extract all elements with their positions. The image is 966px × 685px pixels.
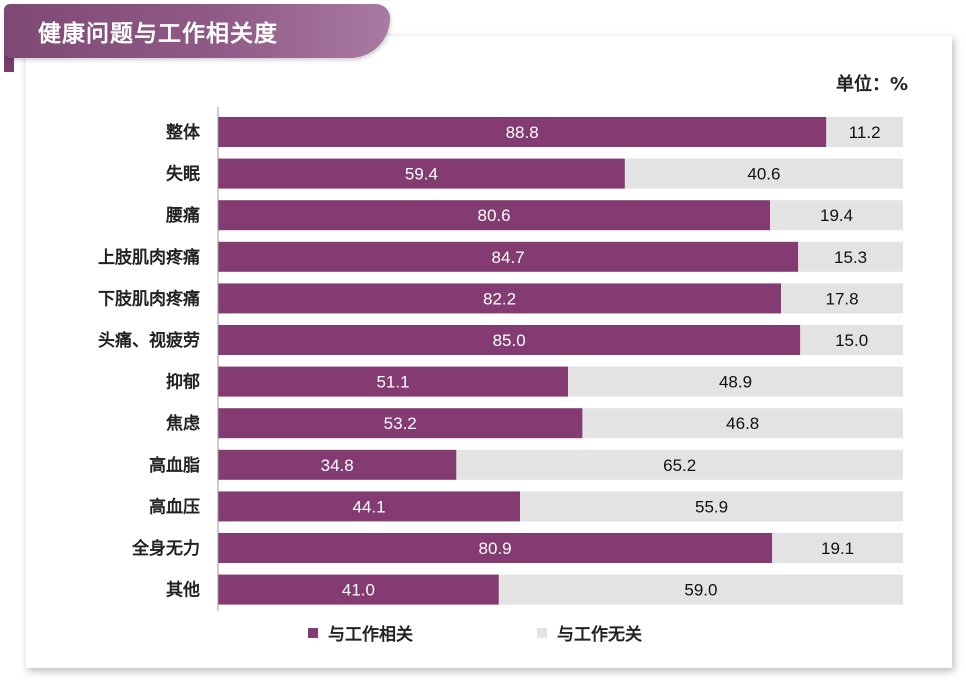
data-label-related: 51.1 — [376, 373, 409, 392]
data-label-related: 41.0 — [342, 581, 375, 600]
legend-swatch-unrelated — [537, 627, 547, 638]
bar-unrelated — [498, 574, 903, 605]
data-label-related: 85.0 — [493, 331, 526, 350]
bar-related — [218, 283, 782, 314]
legend-item-related: 与工作相关 — [308, 620, 413, 645]
data-label-related: 44.1 — [352, 497, 385, 516]
bar-related — [218, 491, 521, 522]
bar-unrelated — [624, 158, 903, 189]
data-label-unrelated: 19.4 — [820, 206, 853, 225]
data-label-unrelated: 15.3 — [834, 248, 867, 267]
data-label-unrelated: 40.6 — [747, 165, 780, 184]
data-label-related: 80.9 — [479, 539, 512, 558]
data-label-related: 82.2 — [483, 289, 516, 308]
category-label: 全身无力 — [131, 538, 200, 559]
bar-related — [218, 408, 583, 439]
data-label-related: 59.4 — [405, 165, 438, 184]
category-label: 其他 — [166, 580, 200, 601]
data-label-unrelated: 17.8 — [825, 289, 858, 308]
data-label-unrelated: 46.8 — [726, 414, 759, 433]
data-label-unrelated: 48.9 — [719, 373, 752, 392]
bar-unrelated — [781, 283, 903, 314]
bar-unrelated — [520, 491, 903, 522]
category-label: 上肢肌肉疼痛 — [98, 247, 200, 268]
unit-label: 单位：% — [835, 74, 908, 95]
legend: 与工作相关 与工作无关 — [0, 620, 966, 645]
bar-related — [218, 241, 799, 272]
bar-related — [218, 325, 801, 355]
data-label-related: 84.7 — [492, 248, 525, 267]
bar-related — [218, 200, 771, 231]
legend-label-related: 与工作相关 — [328, 625, 413, 645]
bar-related — [218, 574, 499, 605]
bar-unrelated — [568, 366, 903, 397]
data-label-unrelated: 15.0 — [835, 331, 868, 350]
data-label-related: 88.8 — [506, 123, 539, 142]
data-label-unrelated: 55.9 — [695, 497, 728, 516]
category-label: 焦虑 — [165, 413, 200, 434]
data-label-related: 80.6 — [478, 206, 511, 225]
bar-related — [218, 117, 827, 147]
data-label-unrelated: 11.2 — [849, 123, 881, 142]
data-label-unrelated: 59.0 — [684, 581, 717, 600]
bar-unrelated — [770, 200, 903, 231]
bar-related — [218, 158, 625, 189]
legend-swatch-related — [308, 627, 318, 638]
category-label: 失眠 — [166, 164, 200, 185]
legend-item-unrelated: 与工作无关 — [537, 620, 642, 645]
bar-unrelated — [582, 408, 903, 439]
data-label-unrelated: 65.2 — [663, 456, 696, 475]
bar-related — [218, 366, 569, 397]
title-banner: 健康问题与工作相关度 — [4, 4, 390, 58]
category-label: 整体 — [166, 122, 201, 143]
title-tab-foot — [4, 50, 14, 72]
bar-unrelated — [798, 241, 903, 272]
chart-title: 健康问题与工作相关度 — [38, 21, 278, 47]
category-label: 高血压 — [149, 496, 200, 517]
bar-unrelated — [800, 325, 903, 355]
category-label: 腰痛 — [166, 205, 200, 226]
bar-unrelated — [826, 117, 903, 147]
category-label: 高血脂 — [149, 455, 200, 476]
bar-unrelated — [456, 449, 903, 480]
data-label-related: 34.8 — [321, 456, 354, 475]
bar-unrelated — [772, 533, 903, 563]
data-label-unrelated: 19.1 — [821, 539, 854, 558]
bar-related — [218, 449, 457, 480]
category-label: 抑郁 — [166, 372, 200, 393]
data-label-related: 53.2 — [384, 414, 417, 433]
category-label: 头痛、视疲劳 — [98, 330, 200, 351]
legend-label-unrelated: 与工作无关 — [557, 625, 642, 645]
category-label: 下肢肌肉疼痛 — [98, 288, 200, 309]
bar-related — [218, 533, 773, 563]
